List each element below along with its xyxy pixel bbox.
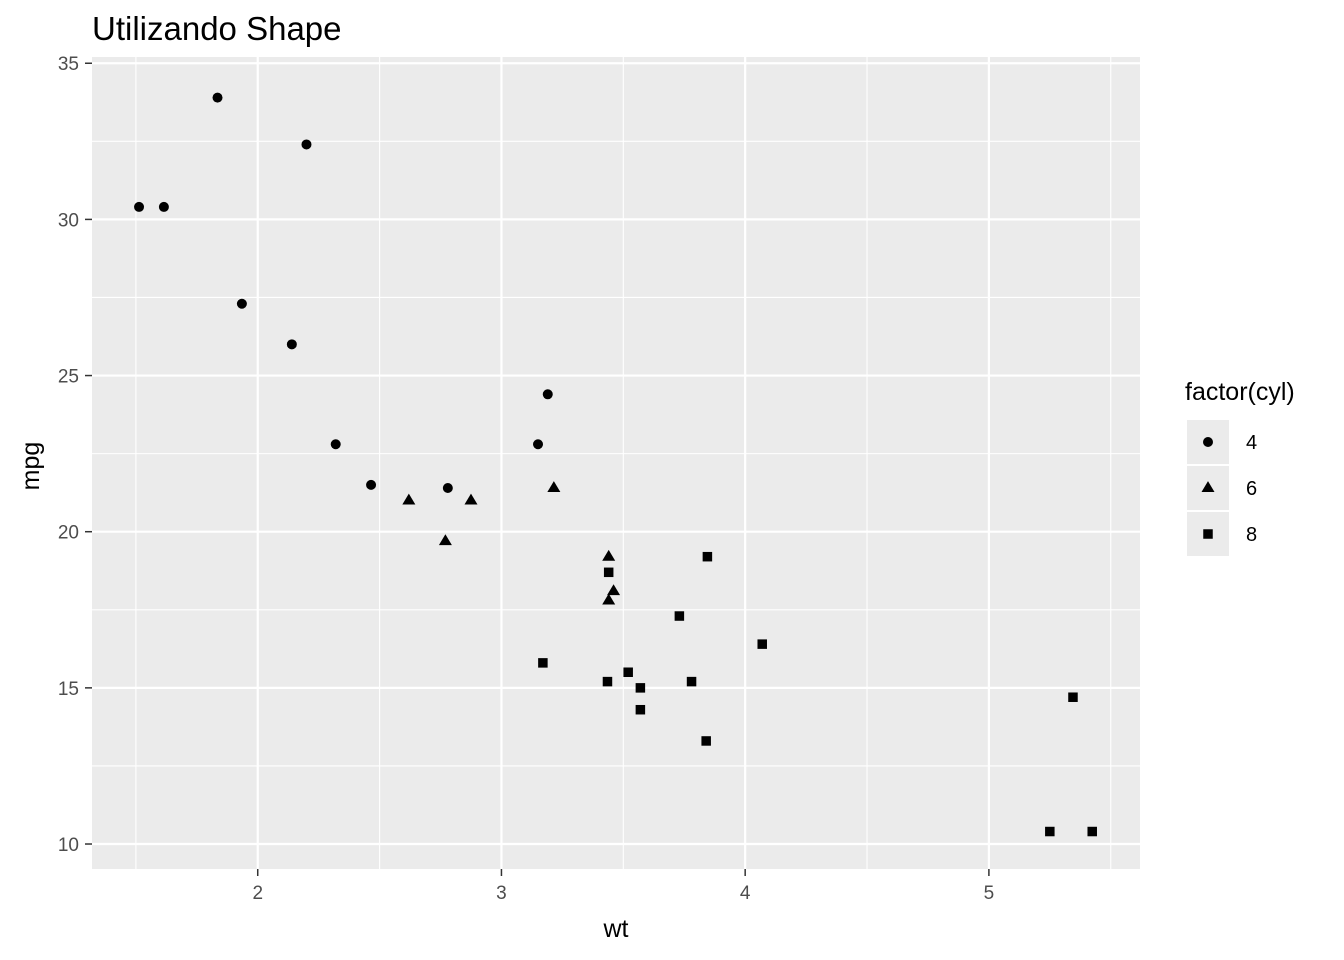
data-point [1068,692,1078,702]
data-point [607,584,621,596]
y-tick-label: 20 [58,523,79,544]
series-cyl-4 [134,92,553,493]
legend-key-triangle [1201,481,1215,493]
data-point [538,658,548,668]
legend-label: 6 [1246,478,1257,500]
major-gridlines [92,57,1140,869]
plot-panel [92,57,1140,869]
data-point [623,667,633,677]
legend-entry: 6 [1187,466,1257,510]
legend-key-square [1203,529,1213,539]
data-point [547,481,561,493]
minor-gridlines [92,57,1140,869]
y-tick-label: 35 [58,54,79,75]
data-point [158,201,169,212]
data-point [757,639,767,649]
legend-entries: 4 6 8 [1187,420,1257,556]
y-tick-label: 15 [58,679,79,700]
data-point [236,298,247,309]
data-point [602,593,616,605]
data-point [330,439,341,450]
data-point [602,549,616,561]
y-tick-label: 30 [58,210,79,231]
data-point [438,534,452,546]
legend-key-circle [1203,437,1213,447]
x-tick-label: 4 [740,883,751,904]
chart-title: Utilizando Shape [92,10,342,47]
data-point [212,92,223,103]
legend-entry: 4 [1187,420,1257,464]
data-point [702,551,713,562]
data-point [301,139,312,150]
data-point [603,567,614,578]
legend-title: factor(cyl) [1185,378,1295,406]
legend-label: 4 [1246,432,1257,454]
data-point [542,389,553,400]
x-axis-label: wt [603,915,629,943]
data-point [1087,826,1097,837]
data-point [701,736,711,746]
x-tick-label: 3 [496,883,507,904]
y-axis-label: mpg [17,442,45,491]
data-point [674,611,685,621]
data-points [134,92,1097,837]
data-point [286,339,297,350]
data-point [442,482,453,493]
data-point [635,683,646,693]
legend: factor(cyl) 4 6 8 [1185,378,1295,556]
series-cyl-8 [538,551,1097,837]
data-point [635,704,646,715]
y-axis-ticks: 10 15 20 25 30 35 [58,54,92,856]
data-point [366,479,377,490]
legend-entry: 8 [1187,512,1257,556]
data-point [464,493,478,505]
legend-label: 8 [1246,524,1257,546]
x-axis-ticks: 2 3 4 5 [252,869,994,904]
x-tick-label: 5 [984,883,995,904]
y-tick-label: 25 [58,367,79,388]
data-point [686,676,697,687]
data-point [602,676,613,687]
y-tick-label: 10 [58,835,79,856]
data-point [533,439,544,450]
series-cyl-6 [402,481,621,605]
data-point [402,493,416,505]
x-tick-label: 2 [252,883,263,904]
data-point [134,201,145,212]
data-point [1045,826,1055,837]
